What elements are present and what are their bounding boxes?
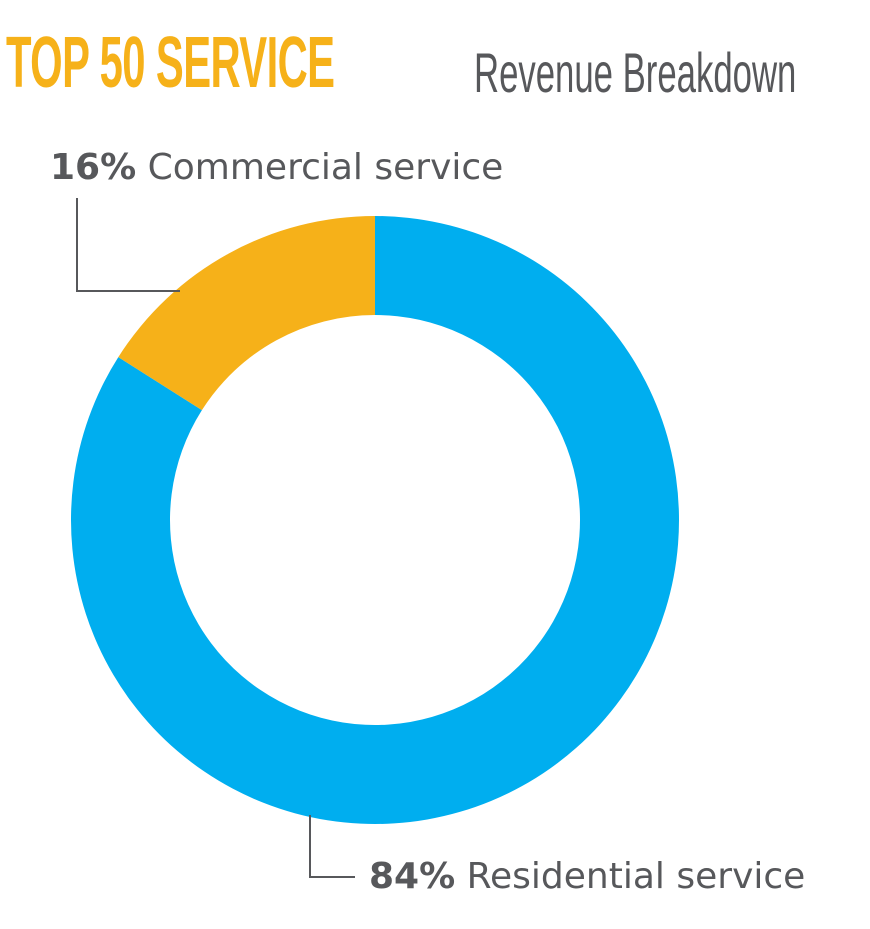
slice-commercial-service	[118, 216, 375, 411]
donut-slices	[70, 216, 679, 824]
commercial-leader-line	[76, 198, 180, 292]
residential-percent: 84%	[369, 856, 456, 897]
residential-leader-line	[309, 815, 355, 878]
residential-name: Residential service	[455, 856, 806, 897]
commercial-percent: 16%	[50, 147, 137, 188]
slice-residential-service	[70, 216, 679, 824]
chart-title-main: TOP 50 SERVICE	[6, 23, 335, 103]
chart-title-sub: Revenue Breakdown	[474, 41, 797, 104]
commercial-name: Commercial service	[136, 147, 504, 188]
residential-slice-label: 84% Residential service	[369, 855, 805, 899]
commercial-slice-label: 16% Commercial service	[50, 146, 503, 190]
